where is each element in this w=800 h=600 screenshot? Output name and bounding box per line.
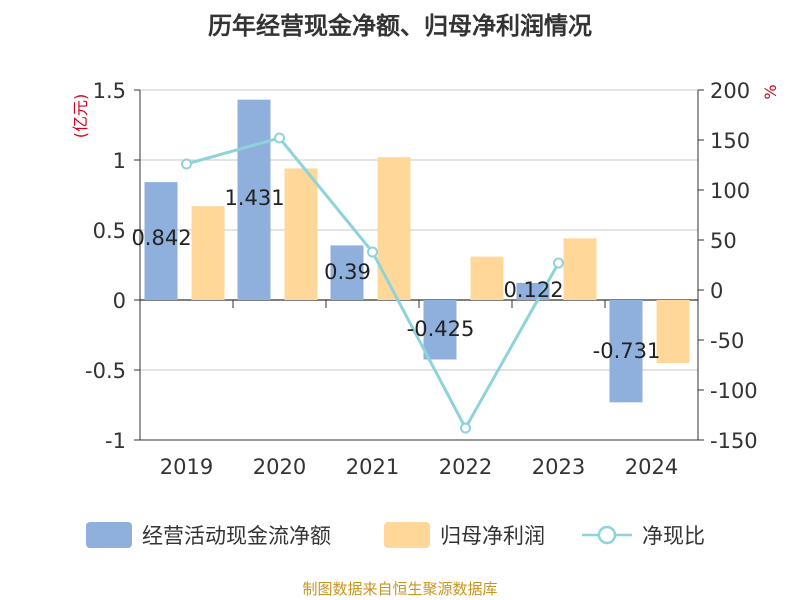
y-left-unit-label: (亿元) [71, 94, 90, 139]
bar-net-profit-2020 [284, 168, 318, 300]
chart-title: 历年经营现金净额、归母净利润情况 [208, 12, 592, 40]
bar-cash-flow-2021 [330, 245, 364, 300]
legend-item-ratio[interactable]: 净现比 [582, 520, 705, 550]
right-tick-label-1: 150 [710, 129, 750, 153]
legend-label-net-profit: 归母净利润 [440, 524, 545, 548]
bar-net-profit-2019 [191, 206, 225, 300]
right-tick-label-5: -50 [710, 329, 744, 353]
bar-net-profit-2022 [470, 256, 504, 300]
x-tick-label-2021: 2021 [346, 455, 399, 479]
bar-cash-flow-2024 [609, 300, 643, 403]
x-tick-label-2024: 2024 [625, 455, 678, 479]
legend-swatch-cash-flow [86, 522, 132, 548]
ratio-point-2023 [553, 257, 564, 269]
bar-cash-flow-2022 [423, 300, 457, 360]
data-label-cash-flow-2020: 1.431 [224, 186, 284, 210]
left-tick-label-2: 0.5 [93, 219, 126, 243]
left-tick-label-3: 0 [113, 289, 126, 313]
ratio-point-2021 [367, 246, 378, 258]
source-note: 制图数据来自恒生聚源数据库 [302, 580, 498, 598]
ratio-point-2020 [274, 132, 285, 144]
data-label-cash-flow-2022: -0.425 [407, 317, 475, 341]
data-label-cash-flow-2021: 0.39 [324, 260, 371, 284]
left-tick-label-1: 1 [113, 149, 126, 173]
left-tick-label-4: -0.5 [85, 359, 126, 383]
right-tick-label-7: -150 [710, 429, 758, 453]
bar-net-profit-2024 [656, 300, 690, 363]
data-label-cash-flow-2023: 0.122 [503, 278, 563, 302]
right-tick-label-6: -100 [710, 379, 758, 403]
right-tick-label-4: 0 [710, 279, 723, 303]
bar-net-profit-2023 [563, 238, 597, 300]
legend-item-cash-flow[interactable]: 经营活动现金流净额 [86, 520, 331, 550]
x-tick-label-2019: 2019 [160, 455, 213, 479]
legend-label-cash-flow: 经营活动现金流净额 [142, 524, 331, 548]
left-tick-label-5: -1 [105, 429, 126, 453]
legend-swatch-net-profit [384, 522, 430, 548]
bar-net-profit-2021 [377, 157, 411, 300]
y-right-unit-label: % [761, 84, 780, 99]
data-label-cash-flow-2024: -0.731 [593, 339, 661, 363]
bar-cash-flow-2020 [237, 99, 271, 300]
legend-label-ratio: 净现比 [642, 524, 705, 548]
legend-item-net-profit[interactable]: 归母净利润 [384, 520, 545, 550]
left-tick-label-0: 1.5 [93, 79, 126, 103]
bar-cash-flow-2019 [144, 182, 178, 300]
right-tick-label-2: 100 [710, 179, 750, 203]
x-tick-label-2020: 2020 [253, 455, 306, 479]
x-tick-label-2022: 2022 [439, 455, 492, 479]
ratio-point-2019 [181, 158, 192, 170]
right-tick-label-0: 200 [710, 79, 750, 103]
right-tick-label-3: 50 [710, 229, 737, 253]
data-label-cash-flow-2019: 0.842 [131, 226, 191, 250]
legend-line-icon [582, 525, 632, 545]
x-tick-label-2023: 2023 [532, 455, 585, 479]
ratio-point-2022 [460, 422, 471, 434]
